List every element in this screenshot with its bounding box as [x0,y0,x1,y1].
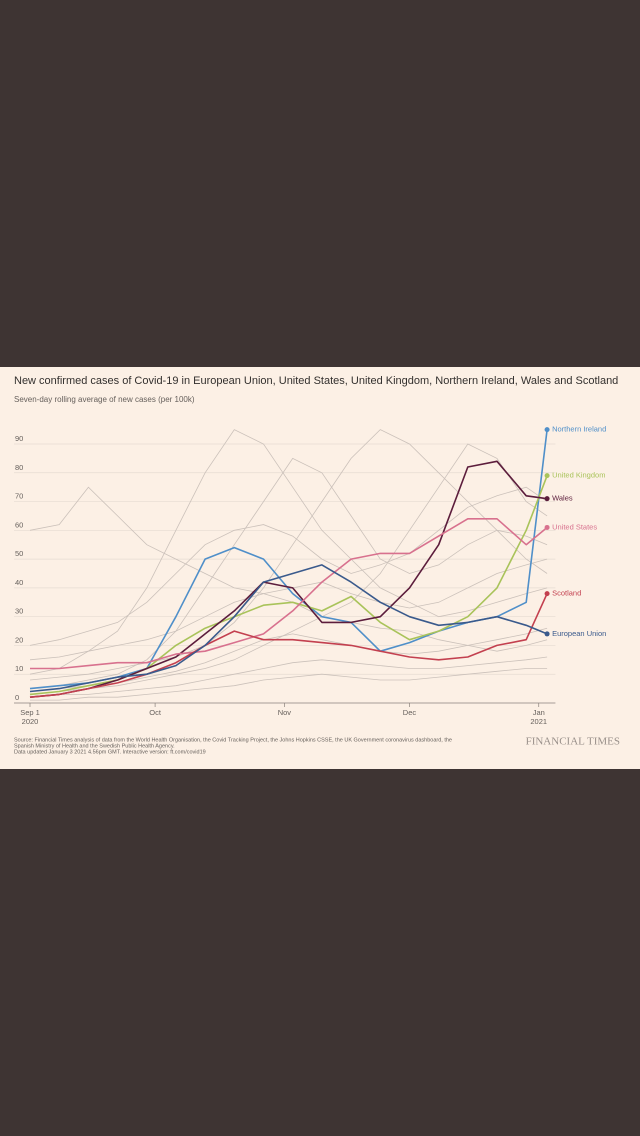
background-line [29,457,548,689]
legend-label: Wales [552,494,573,503]
end-dot [544,591,550,597]
y-tick-label: 80 [15,463,23,472]
x-tick-label: Jan [533,708,545,717]
x-tick-label: Sep 1 [20,708,40,717]
y-tick-label: 10 [15,664,23,673]
background-line [29,486,548,652]
background-line [29,429,548,681]
background-line [30,668,548,701]
end-dot [544,631,550,637]
legend-label: European Union [552,629,606,638]
background-line [29,429,548,675]
background-line [29,443,548,695]
series-line [30,518,548,670]
series-line [29,475,548,696]
legend-label: Northern Ireland [552,425,606,434]
background-line [29,656,548,698]
y-tick-label: 40 [15,578,23,587]
x-tick-year: 2020 [22,717,39,726]
y-tick-label: 70 [15,492,23,501]
end-dot [544,427,550,433]
y-tick-label: 0 [15,693,19,702]
x-tick-year: 2021 [530,717,547,726]
legend-label: United States [552,522,597,531]
source-line: Data updated January 3 2021 4.56pm GMT. … [14,749,206,755]
legend-label: United Kingdom [552,471,605,480]
end-dot [544,473,550,479]
y-tick-label: 20 [15,635,23,644]
series-line [29,460,548,698]
x-tick-label: Nov [278,708,292,717]
y-tick-label: 30 [15,607,23,616]
x-tick-label: Dec [403,708,417,717]
brand: FINANCIAL TIMES [526,736,620,748]
series-line [29,593,548,698]
legend-label: Scotland [552,589,581,598]
chart-subtitle: Seven-day rolling average of new cases (… [14,395,195,404]
x-tick-label: Oct [149,708,162,717]
source-line: Source: Financial Times analysis of data… [14,737,452,743]
chart-title: New confirmed cases of Covid-19 in Europ… [14,375,618,387]
end-dot [544,524,550,530]
y-tick-label: 90 [15,434,23,443]
end-dot [544,496,550,502]
source-line: Spanish Ministry of Health and the Swedi… [14,743,175,749]
series-line [29,564,548,693]
y-tick-label: 50 [15,549,23,558]
y-tick-label: 60 [15,520,23,529]
chart: New confirmed cases of Covid-19 in Europ… [14,375,620,755]
background-line [29,486,548,646]
chart-card: New confirmed cases of Covid-19 in Europ… [0,367,640,769]
